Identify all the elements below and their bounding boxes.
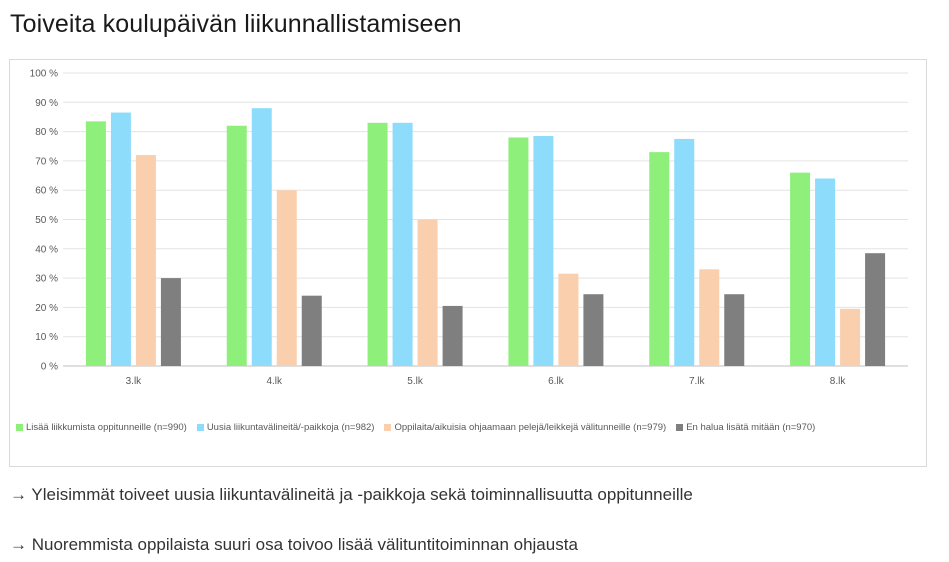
legend-swatch (384, 424, 392, 431)
bar (251, 108, 272, 366)
grid-lines (63, 72, 908, 367)
legend-label: En halua lisätä mitään (n=970) (686, 422, 816, 433)
bar (558, 273, 579, 366)
y-tick-label: 100 % (30, 69, 58, 80)
x-axis-categories: 3.lk 4.lk 5.lk 6.lk 7.lk 8.lk (126, 376, 847, 387)
y-tick-label: 80 % (35, 127, 58, 138)
legend-label: Lisää liikkumista oppitunneille (n=990) (26, 422, 187, 433)
x-category-label: 3.lk (126, 376, 143, 387)
x-category-label: 5.lk (407, 376, 424, 387)
bar (649, 152, 670, 366)
bar (790, 172, 811, 366)
x-category-label: 7.lk (689, 376, 706, 387)
bar (392, 122, 413, 366)
bars (85, 108, 886, 367)
bar (135, 155, 156, 366)
legend-swatch (196, 424, 204, 431)
page-title: Toiveita koulupäivän liikunnallistamisee… (10, 10, 462, 38)
legend-label: Oppilaita/aikuisia ohjaamaan pelejä/leik… (394, 422, 667, 433)
bar (840, 308, 861, 366)
bar (226, 125, 247, 367)
bar (276, 190, 297, 366)
y-tick-label: 50 % (35, 215, 58, 226)
bar (301, 295, 322, 366)
legend-item: Uusia liikuntavälineitä/-paikkoja (n=982… (196, 422, 375, 433)
legend-item: Lisää liikkumista oppitunneille (n=990) (16, 422, 187, 433)
bar (533, 135, 554, 366)
x-category-label: 8.lk (830, 376, 847, 387)
legend-swatch (16, 424, 23, 431)
bar (865, 253, 886, 366)
y-tick-label: 20 % (35, 303, 58, 314)
y-tick-label: 30 % (35, 274, 58, 285)
bar (815, 178, 836, 366)
bar (85, 121, 106, 366)
note-common-wishes: → Yleisimmät toiveet uusia liikuntavälin… (10, 485, 693, 504)
y-tick-label: 10 % (35, 332, 58, 343)
bar (442, 305, 463, 366)
bar-chart: 0 % 10 % 20 % 30 % 40 % 50 % 60 % 70 % 80 % 90 % 1… (30, 69, 908, 387)
note-younger-pupils: → Nuoremmista oppilaista suuri osa toivo… (10, 535, 578, 554)
bar (724, 294, 745, 366)
y-tick-label: 60 % (35, 186, 58, 197)
chart-legend: Lisää liikkumista oppitunneille (n=990) U… (16, 422, 815, 433)
bar (674, 138, 695, 366)
y-tick-label: 40 % (35, 244, 58, 255)
bar (508, 137, 529, 366)
bar (583, 294, 604, 366)
bar (699, 269, 720, 366)
legend-label: Uusia liikuntavälineitä/-paikkoja (n=982… (206, 422, 375, 433)
bar (110, 112, 131, 367)
x-category-label: 6.lk (548, 376, 565, 387)
y-tick-label: 0 % (41, 362, 58, 373)
bar (417, 219, 438, 366)
y-tick-label: 90 % (35, 98, 58, 109)
bar (367, 122, 388, 366)
legend-item: Oppilaita/aikuisia ohjaamaan pelejä/leik… (384, 422, 666, 433)
y-tick-label: 70 % (35, 156, 58, 167)
bar (160, 278, 181, 366)
chart-container: 0 % 10 % 20 % 30 % 40 % 50 % 60 % 70 % 80 % 90 % 1… (9, 59, 927, 467)
legend-swatch (676, 424, 684, 431)
y-axis-ticks: 0 % 10 % 20 % 30 % 40 % 50 % 60 % 70 % 80 % 90 % 1… (30, 69, 58, 373)
x-category-label: 4.lk (266, 376, 283, 387)
legend-item: En halua lisätä mitään (n=970) (676, 422, 815, 433)
